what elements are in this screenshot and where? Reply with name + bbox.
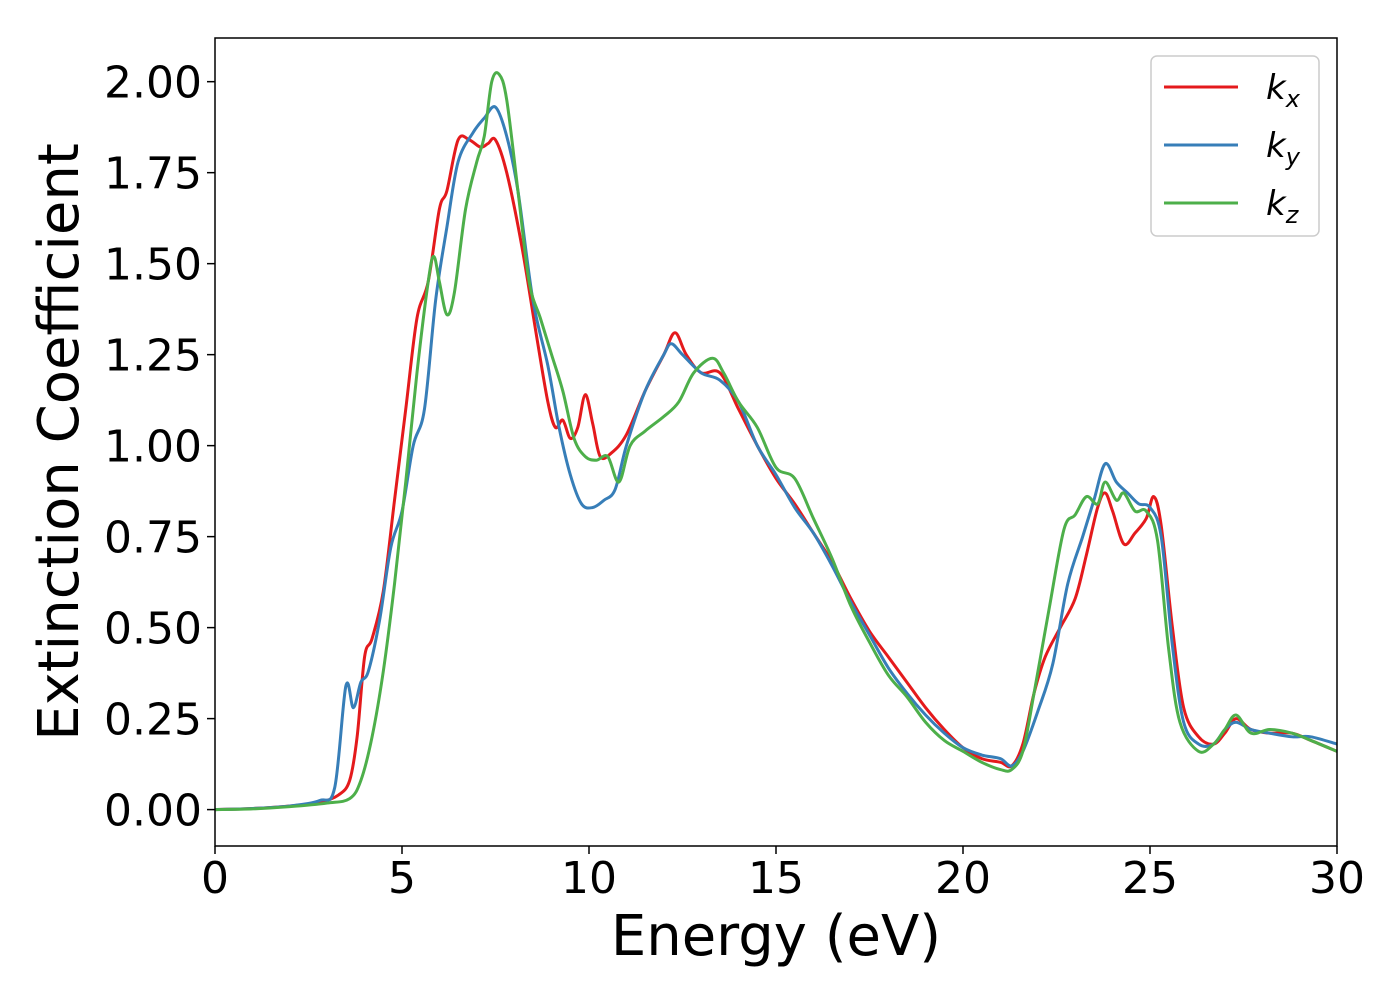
- x-tick-label: 10: [561, 853, 617, 904]
- y-tick-label: 0.25: [104, 695, 202, 746]
- x-tick-label: 15: [748, 853, 804, 904]
- x-tick-label: 25: [1122, 853, 1178, 904]
- y-tick-label: 1.25: [104, 331, 202, 382]
- y-tick-label: 0.50: [104, 604, 202, 655]
- y-tick-label: 1.00: [104, 422, 202, 473]
- x-tick-label: 20: [935, 853, 991, 904]
- x-axis-title: Energy (eV): [611, 904, 941, 969]
- y-tick-label: 0.75: [104, 513, 202, 564]
- series-line-kz: [214, 71, 1338, 812]
- y-tick-label: 1.50: [104, 240, 202, 291]
- y-tick-label: 1.75: [104, 149, 202, 200]
- y-axis-title: Extinction Coefficient: [27, 143, 92, 741]
- series-lines: [214, 71, 1338, 812]
- y-tick-label: 2.00: [104, 58, 202, 109]
- x-tick-label: 0: [201, 853, 229, 904]
- x-tick-label: 30: [1309, 853, 1365, 904]
- x-axis-ticks: 0 5 10 15 20 25 30: [201, 846, 1365, 904]
- y-axis-ticks: 0.00 0.25 0.50 0.75 1.00 1.25 1.50 1.75 2.00: [104, 58, 215, 837]
- y-tick-label: 0.00: [104, 786, 202, 837]
- x-tick-label: 5: [388, 853, 416, 904]
